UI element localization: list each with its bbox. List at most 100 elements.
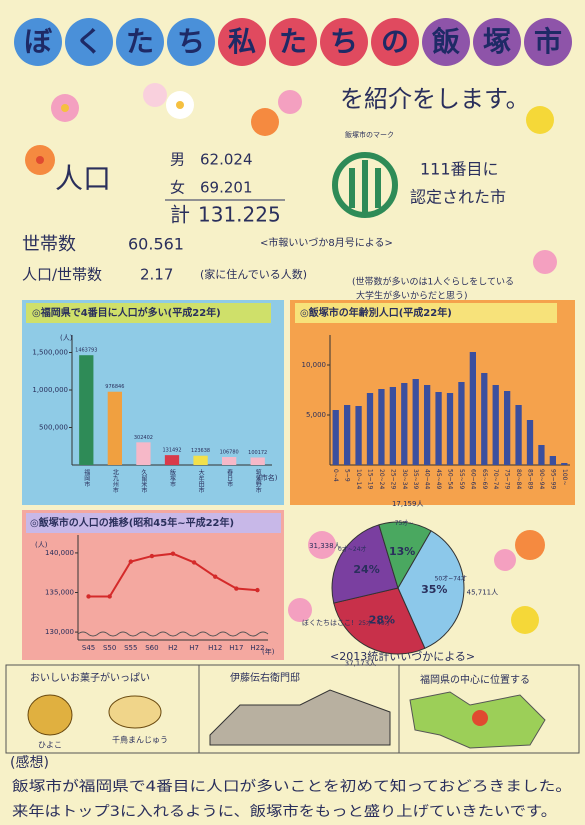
bar [378, 389, 384, 465]
pie-note: ぼくたちはここ! [302, 619, 354, 627]
x-tick-label: 30~34 [401, 469, 408, 489]
total-value: 131.225 [198, 203, 281, 227]
y-tick-label: 140,000 [45, 549, 74, 557]
x-tick-label: H12 [208, 644, 222, 652]
bar [413, 379, 419, 465]
emblem-line2: 認定された市 [410, 188, 506, 207]
value-label: 100172 [248, 450, 267, 456]
x-tick-label: 0~4 [332, 469, 339, 482]
impression-heading: (感想) [10, 754, 49, 771]
y-tick-label: 5,000 [306, 411, 326, 419]
x-tick-label: H17 [229, 644, 243, 652]
x-tick-label: 北九州市 [111, 468, 118, 494]
bar [527, 420, 533, 465]
x-tick-label: 95~99 [549, 469, 556, 489]
bar [435, 392, 441, 465]
y-tick-label: 1,500,000 [32, 349, 68, 357]
x-tick-label: S45 [82, 644, 95, 652]
title-char: の [381, 25, 409, 58]
x-tick-label: 55~59 [458, 469, 465, 489]
bar [470, 352, 476, 465]
impression-line: 飯塚市が福岡県で4番目に人口が多いことを初めて知っておどろきました。 [12, 778, 572, 795]
house-caption: 伊藤伝右衛門邸 [230, 671, 300, 684]
value-label: 35% [421, 583, 447, 596]
ratio-label: 人口/世帯数 [22, 266, 102, 284]
y-axis-label: (人) [60, 334, 73, 342]
x-tick-label: 70~74 [492, 469, 499, 489]
bar [481, 373, 487, 465]
chart-title: ◎福岡県で4番目に人口が多い(平成22年) [32, 306, 221, 319]
point [192, 560, 196, 564]
slice-name: 75才~ [395, 519, 414, 527]
x-tick-label: 飯塚市 [169, 468, 176, 488]
sweet2: 千鳥まんじゅう [112, 735, 168, 745]
y-tick-label: 500,000 [39, 424, 68, 432]
bar [561, 463, 567, 465]
bar [458, 382, 464, 465]
x-tick-label: 春日市 [226, 468, 233, 488]
x-tick-label: 75~79 [504, 469, 511, 489]
y-tick-label: 135,000 [45, 589, 74, 597]
title-char: 市 [534, 25, 562, 58]
x-tick-label: H22 [250, 644, 264, 652]
point [171, 552, 175, 556]
impression-line: 来年はトップ3に入れるように、飯塚市をもっと盛り上げていきたいです。 [12, 803, 557, 820]
bar [401, 383, 407, 465]
x-tick-label: 50~54 [447, 469, 454, 489]
title-char: 飯 [432, 25, 460, 58]
title-char: た [126, 25, 154, 58]
x-tick-label: 100~ [561, 469, 568, 485]
bar [165, 455, 179, 465]
population-label: 人口 [55, 162, 111, 195]
count-label: 45,711人 [467, 588, 499, 596]
value-label: 976846 [105, 384, 124, 390]
value-label: 13% [389, 545, 415, 558]
x-tick-label: 85~89 [527, 469, 534, 489]
value-label: 106780 [220, 449, 239, 455]
point [86, 594, 90, 598]
count-label: 37,173人 [345, 660, 377, 668]
bar [251, 457, 265, 465]
point [150, 554, 154, 558]
chart-title: ◎飯塚市の年齢別人口(平成22年) [300, 306, 452, 319]
x-tick-label: 40~44 [424, 469, 431, 489]
iizuka-mark [472, 710, 488, 726]
point [107, 594, 111, 598]
x-tick-label: S60 [145, 644, 158, 652]
hiyoko [28, 695, 72, 735]
comment: (世帯数が多いのは1人ぐらしをしている [352, 276, 514, 288]
bar [193, 456, 207, 465]
subtitle: を紹介をします。 [340, 85, 530, 113]
x-tick-label: 65~69 [481, 469, 488, 489]
bar [367, 393, 373, 465]
male-value: 62.024 [200, 151, 253, 169]
x-tick-label: 60~64 [469, 469, 476, 489]
count-label: 31,338人 [309, 542, 341, 550]
ratio-value: 2.17 [140, 266, 173, 284]
bar [222, 457, 236, 465]
bar [515, 405, 521, 465]
title-char: 私 [228, 25, 256, 58]
location-caption: 福岡県の中心に位置する [420, 673, 530, 686]
households-source: <市報いいづか8月号による> [260, 236, 393, 249]
title-char: た [279, 25, 307, 58]
x-tick-label: 90~94 [538, 469, 545, 489]
male-label: 男 [170, 151, 185, 169]
x-tick-label: 久留米市 [140, 468, 147, 494]
x-tick-label: 25~29 [389, 469, 396, 489]
y-tick-label: 130,000 [45, 628, 74, 636]
value-label: 28% [369, 614, 395, 627]
comment: 大学生が多いからだと思う) [356, 290, 468, 302]
emblem-caption: 飯塚市のマーク [345, 130, 394, 139]
title-char: 塚 [483, 25, 511, 58]
x-tick-label: 35~39 [412, 469, 419, 489]
y-axis-label: (人) [35, 541, 48, 549]
x-tick-label: 45~49 [435, 469, 442, 489]
households-value: 60.561 [128, 235, 184, 254]
chart-title: ◎飯塚市の人口の推移(昭和45年~平成22年) [30, 516, 234, 529]
bar [108, 392, 122, 465]
value-label: 123638 [191, 448, 210, 454]
y-tick-label: 10,000 [302, 361, 327, 369]
value-label: 131492 [162, 448, 181, 454]
value-label: 24% [353, 563, 379, 576]
